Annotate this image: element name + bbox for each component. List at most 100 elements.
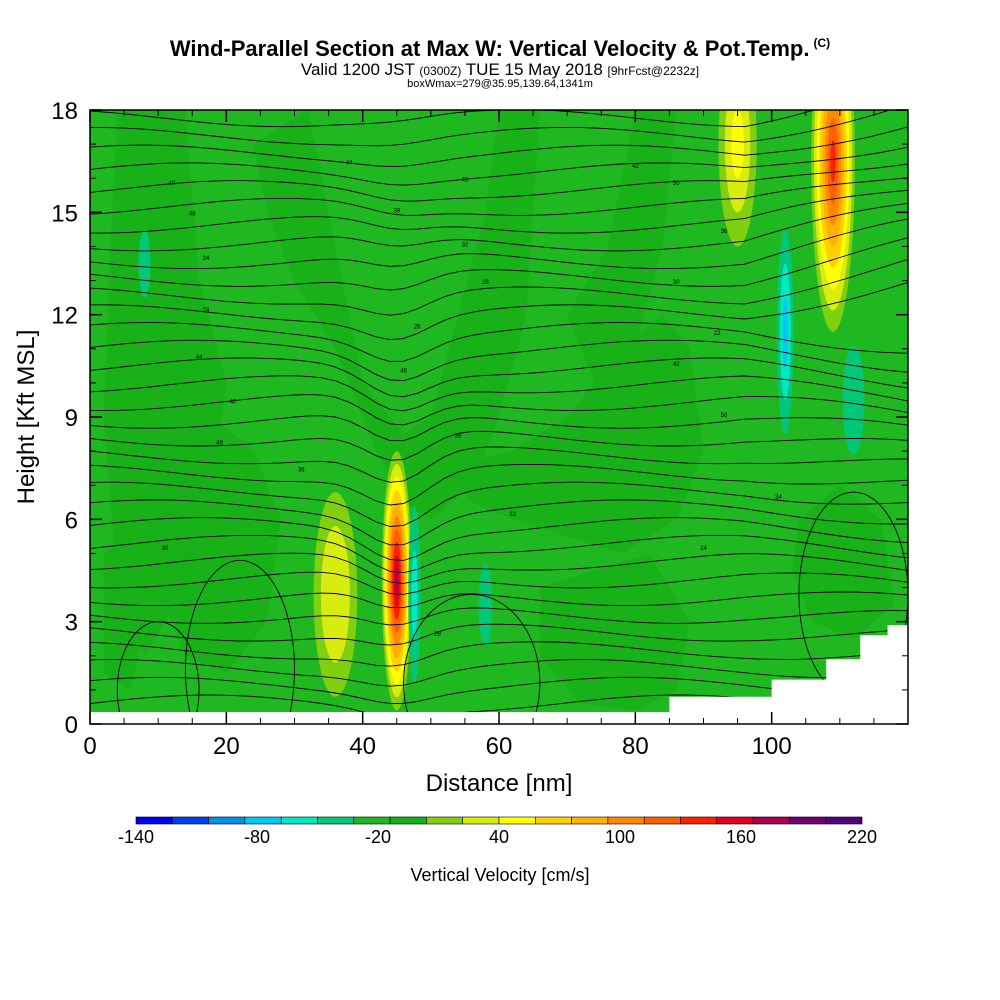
x-tick-label: 80 xyxy=(622,733,649,760)
theta-label: 38 xyxy=(393,208,400,214)
theta-closed-line xyxy=(403,593,541,724)
chart-subtitle: Valid 1200 JST (0300Z) TUE 15 May 2018 [… xyxy=(300,60,700,79)
theta-label: 48 xyxy=(189,212,196,218)
colorbar-swatch xyxy=(280,816,318,825)
y-tick-label: 6 xyxy=(65,507,78,534)
theta-line xyxy=(90,258,908,316)
y-tick-label: 15 xyxy=(51,200,78,227)
colorbar-swatch xyxy=(462,816,500,825)
field-band xyxy=(144,417,281,673)
theta-label: 40 xyxy=(168,181,175,187)
theta-line xyxy=(90,430,908,461)
y-axis-label: Height [Kft MSL] xyxy=(13,330,40,505)
x-tick-label: 40 xyxy=(349,733,376,760)
theta-line xyxy=(90,189,908,234)
theta-label: 42 xyxy=(673,362,680,368)
theta-label: 50 xyxy=(721,413,728,419)
colorbar-swatch xyxy=(643,816,681,825)
chart-title: Wind-Parallel Section at Max W: Vertical… xyxy=(169,36,831,61)
theta-line xyxy=(90,552,908,584)
theta-label: 30 xyxy=(673,280,680,286)
downdraft-upper xyxy=(782,297,789,366)
theta-label: 38 xyxy=(455,433,462,439)
y-tick-label: 9 xyxy=(65,405,78,432)
colorbar-swatch xyxy=(534,816,572,825)
colorbar-swatch xyxy=(244,816,282,825)
field-band xyxy=(103,536,145,690)
colorbar-tick-label: 100 xyxy=(605,827,635,847)
theta-line xyxy=(90,177,908,216)
theta-line xyxy=(90,446,908,483)
theta-line xyxy=(90,623,908,646)
theta-line xyxy=(90,281,908,341)
theta-line xyxy=(90,202,908,252)
theta-line xyxy=(90,375,908,412)
colorbar-swatch xyxy=(389,816,427,825)
theta-line xyxy=(90,463,908,506)
colorbar-tick-label: 40 xyxy=(489,827,509,847)
x-tick-label: 20 xyxy=(213,733,240,760)
theta-line xyxy=(90,110,892,147)
theta-line xyxy=(90,534,908,574)
theta-label: 42 xyxy=(632,164,639,170)
theta-label: 22 xyxy=(714,331,721,337)
field-band xyxy=(253,110,540,520)
x-axis-label: Distance [nm] xyxy=(426,770,573,797)
theta-label: 26 xyxy=(414,324,421,330)
velocity-field xyxy=(90,110,908,724)
updraft-upper-right xyxy=(830,139,836,183)
colorbar-swatch xyxy=(353,816,391,825)
colorbar-swatch xyxy=(317,816,355,825)
theta-line xyxy=(90,607,908,626)
theta-label: 28 xyxy=(482,280,489,286)
theta-line xyxy=(90,146,908,186)
theta-label: 24 xyxy=(700,546,707,552)
colorbar-swatch xyxy=(716,816,754,825)
theta-label: 32 xyxy=(509,512,516,518)
theta-label: 50 xyxy=(673,181,680,187)
theta-line xyxy=(90,394,908,426)
updraft-secondary xyxy=(328,560,343,629)
colorbar-swatch xyxy=(789,816,827,825)
theta-label: 44 xyxy=(346,161,353,167)
updraft-core xyxy=(395,567,399,594)
theta-line xyxy=(90,218,908,270)
colorbar-swatch xyxy=(752,816,790,825)
theta-label: 24 xyxy=(203,307,210,313)
field-band xyxy=(444,314,704,554)
theta-label: 36 xyxy=(721,229,728,235)
theta-line xyxy=(90,339,908,382)
theta-label: 34 xyxy=(775,495,782,501)
theta-label: 46 xyxy=(400,369,407,375)
y-tick-label: 0 xyxy=(65,712,78,739)
theta-line xyxy=(90,591,908,609)
field-band xyxy=(539,553,690,711)
theta-line xyxy=(90,126,908,167)
updraft-upper-mid xyxy=(731,110,744,179)
y-tick-label: 12 xyxy=(51,303,78,330)
theta-label: 34 xyxy=(203,256,210,262)
colorbar-swatch xyxy=(571,816,609,825)
colorbar-swatch xyxy=(607,816,645,825)
x-tick-label: 60 xyxy=(486,733,513,760)
theta-closed-line xyxy=(184,559,295,724)
theta-line xyxy=(90,659,908,687)
theta-label: 48 xyxy=(216,440,223,446)
theta-line xyxy=(90,641,908,667)
downdraft-small xyxy=(478,563,493,646)
colorbar-tick-label: 160 xyxy=(726,827,756,847)
downdraft-upper-small xyxy=(842,345,865,455)
theta-line xyxy=(90,357,908,398)
theta-line xyxy=(90,237,908,291)
theta-closed-line xyxy=(116,621,200,724)
theta-contours: 44 46 42 40 50 48 38 36 34 32 30 24 28 26 22 44 46 42 40 50… xyxy=(90,110,908,724)
theta-label: 46 xyxy=(462,178,469,184)
colorbar-swatch xyxy=(208,816,246,825)
y-tick-label: 18 xyxy=(51,98,78,125)
colorbar-title: Vertical Velocity [cm/s] xyxy=(410,865,589,885)
colorbar-tick-label: 220 xyxy=(847,827,877,847)
theta-line xyxy=(90,322,908,362)
colorbar-swatch xyxy=(680,816,718,825)
theta-label: 30 xyxy=(162,546,169,552)
